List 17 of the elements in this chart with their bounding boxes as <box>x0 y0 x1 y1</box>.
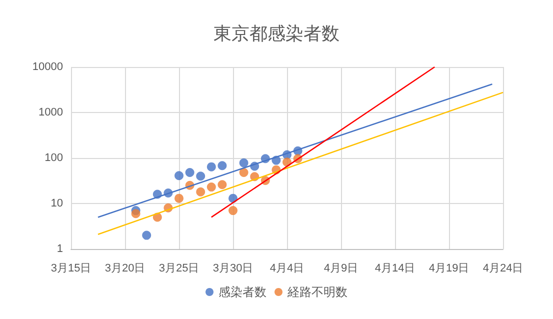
x-tick-label: 3月15日 <box>50 262 92 274</box>
chart-title: 東京都感染者数 <box>214 24 340 44</box>
x-tick-label: 4月19日 <box>428 262 470 274</box>
y-tick-label: 10000 <box>32 61 63 73</box>
x-tick-label: 3月20日 <box>104 262 146 274</box>
y-tick-label: 10 <box>50 198 63 210</box>
x-tick-label: 4月9日 <box>324 262 358 274</box>
y-tick-label: 1000 <box>38 106 63 118</box>
x-tick-label: 4月14日 <box>374 262 416 274</box>
x-tick-label: 3月30日 <box>212 262 254 274</box>
x-tick-label: 4月4日 <box>270 262 304 274</box>
y-tick-label: 1 <box>56 243 63 255</box>
x-tick-label: 4月24日 <box>482 262 524 274</box>
legend-label: 経路不明数 <box>286 285 348 299</box>
x-tick-label: 3月25日 <box>158 262 200 274</box>
legend-label: 感染者数 <box>218 285 266 299</box>
y-tick-label: 100 <box>44 152 63 164</box>
